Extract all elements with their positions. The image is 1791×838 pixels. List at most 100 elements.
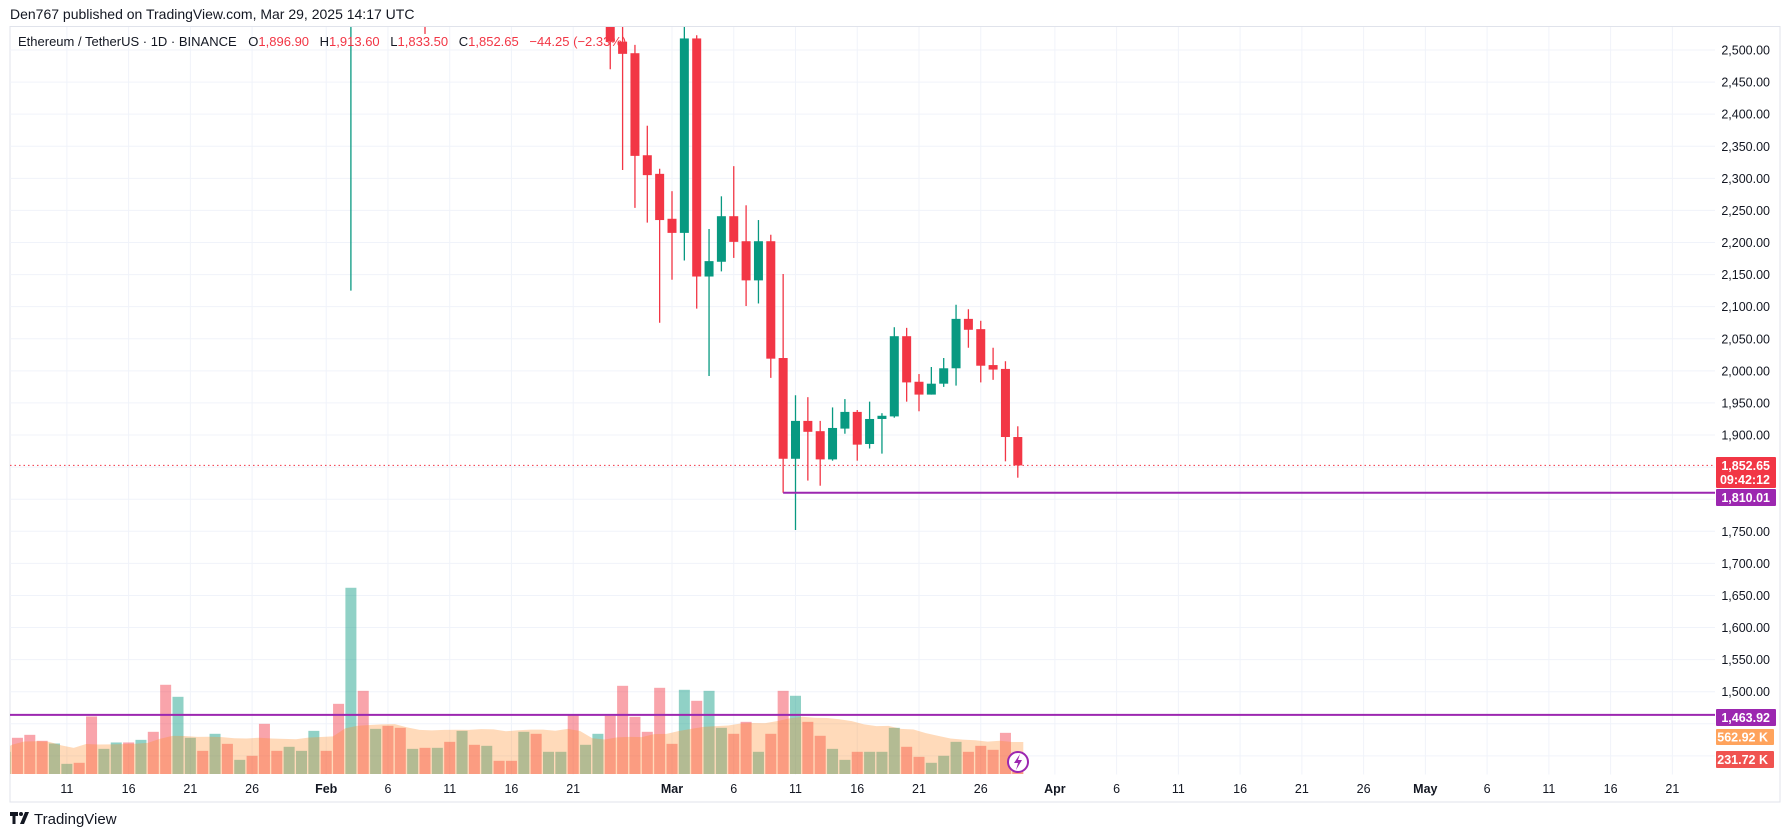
current-price-box <box>1716 457 1776 488</box>
candle-body <box>716 216 726 262</box>
volume-bar <box>98 748 110 774</box>
tradingview-logo-icon[interactable] <box>10 811 30 828</box>
candle <box>778 273 788 493</box>
volume-bar <box>197 750 209 774</box>
volume-bar <box>888 727 900 774</box>
volume-bar <box>123 742 135 774</box>
time-tick-label: 21 <box>1665 782 1679 796</box>
volume-current-label: 231.72 K <box>1717 753 1768 767</box>
volume-series <box>10 587 1024 774</box>
volume-bar <box>493 760 505 774</box>
volume-bar <box>814 735 826 774</box>
volume-bar <box>36 740 48 774</box>
candle <box>692 35 702 309</box>
volume-bar <box>86 716 98 774</box>
volume-bar <box>567 714 579 774</box>
volume-bar <box>530 733 542 774</box>
volume-bar <box>110 742 122 774</box>
countdown-label: 09:42:12 <box>1720 473 1770 487</box>
time-tick-label: 21 <box>566 782 580 796</box>
close-value: 1,852.65 <box>468 34 519 49</box>
price-tick-label: 1,750.00 <box>1721 525 1770 539</box>
change-value: −44.25 (−2.33%) <box>529 34 627 49</box>
volume-bar <box>283 746 295 774</box>
price-tick-label: 2,000.00 <box>1721 364 1770 378</box>
symbol-title[interactable]: Ethereum / TetherUS · 1D · BINANCE <box>18 34 237 49</box>
volume-bar <box>481 745 493 774</box>
candle-body <box>729 216 739 242</box>
candle-body <box>926 383 936 395</box>
time-tick-label: 16 <box>850 782 864 796</box>
volume-bar <box>790 695 801 774</box>
time-tick-label: 26 <box>1357 782 1371 796</box>
candle-body <box>605 27 615 42</box>
volume-bar <box>839 759 851 774</box>
volume-bar <box>765 733 777 774</box>
time-tick-label: 11 <box>789 782 802 796</box>
volume-bar <box>925 762 937 774</box>
time-tick-label: 11 <box>1172 782 1185 796</box>
grid <box>10 27 1715 775</box>
volume-bar <box>382 725 394 774</box>
candle <box>1000 361 1010 462</box>
high-value: 1,913.60 <box>329 34 380 49</box>
candle <box>350 27 352 291</box>
candle <box>716 196 726 272</box>
lightning-icon[interactable] <box>1007 751 1029 773</box>
price-tick-label: 1,950.00 <box>1721 396 1770 410</box>
volume-bar <box>444 741 456 774</box>
volume-bar <box>592 733 604 774</box>
price-tick-label: 2,150.00 <box>1721 268 1770 282</box>
footer-brand[interactable]: TradingView <box>34 811 117 828</box>
symbol-legend: Ethereum / TetherUS · 1D · BINANCE O1,89… <box>18 34 633 49</box>
volume-bar <box>160 684 172 774</box>
price-axis[interactable]: 2,500.00 2,450.00 2,400.00 2,350.00 2,300.00… <box>1721 44 1770 700</box>
candle <box>939 358 949 387</box>
price-tick-label: 2,400.00 <box>1721 108 1770 122</box>
volume-bar <box>258 723 270 774</box>
price-tick-label: 2,350.00 <box>1721 140 1770 154</box>
candle-body <box>939 368 949 384</box>
candle-body <box>667 218 677 233</box>
candle <box>618 27 628 170</box>
candle <box>963 309 973 348</box>
time-tick-label: 21 <box>912 782 926 796</box>
volume-bar <box>864 751 876 774</box>
volume-bar <box>962 751 974 774</box>
volume-bar <box>827 748 839 774</box>
volume-bar <box>49 743 60 774</box>
time-tick-label: Apr <box>1044 782 1066 796</box>
volume-bar <box>715 727 727 774</box>
volume-bar <box>73 762 85 774</box>
time-tick-label: 11 <box>1542 782 1555 796</box>
price-tick-label: 2,200.00 <box>1721 236 1770 250</box>
time-tick-label: Mar <box>661 782 683 796</box>
volume-bar <box>555 751 567 774</box>
candle <box>951 304 961 386</box>
candle-body <box>889 336 899 417</box>
volume-bar <box>580 744 592 774</box>
volume-bar <box>975 745 987 774</box>
time-tick-label: 16 <box>504 782 518 796</box>
volume-bar <box>296 750 307 774</box>
price-tick-label: 2,500.00 <box>1721 44 1770 58</box>
volume-bar <box>802 721 814 774</box>
price-tick-label: 2,300.00 <box>1721 172 1770 186</box>
candle <box>803 397 813 481</box>
candle <box>902 327 912 402</box>
candle-body <box>741 241 751 281</box>
volume-bar <box>184 737 196 774</box>
volume-bar <box>876 751 888 774</box>
candle <box>766 234 776 378</box>
volume-bar <box>678 689 690 774</box>
volume-bar <box>752 751 764 774</box>
candle <box>914 374 924 412</box>
time-axis[interactable]: 11 16 21 26 Feb 6 11 16 21 Mar 6 11 16 21 26 Apr 6 11 16 21… <box>60 782 1679 796</box>
volume-bar <box>345 587 357 774</box>
volume-bar <box>987 749 999 774</box>
candle-body <box>1000 368 1010 438</box>
volume-bar <box>691 700 703 774</box>
candle <box>642 125 652 223</box>
volume-bar <box>394 727 406 774</box>
